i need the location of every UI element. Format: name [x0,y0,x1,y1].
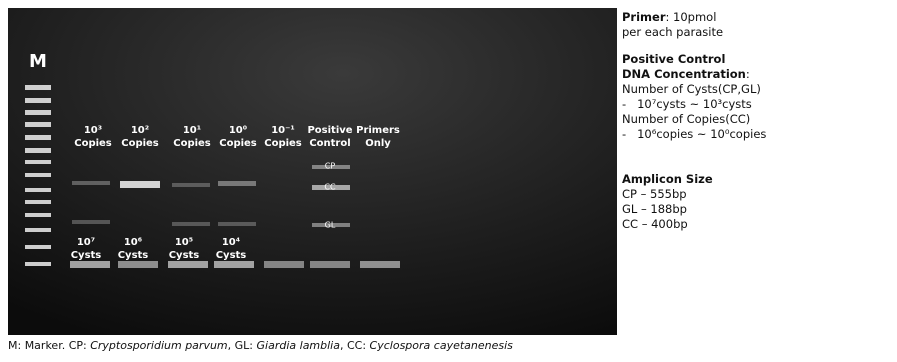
caption-species: Cyclospora cayetanenesis [369,339,513,352]
marker-band [25,188,51,192]
note-text: - 10⁶copies ~ 10⁰copies [622,127,767,141]
band-label: CC [324,183,336,192]
marker-band [25,135,51,140]
note-heading: Primer [622,10,666,24]
cyst-label: Cysts [118,250,149,261]
cyst-label: Cysts [71,250,102,261]
lane-label: Copies [219,138,257,149]
marker-band [25,213,51,217]
marker-label: M [29,51,47,72]
caption-text: , CC: [339,339,370,352]
marker-band [25,110,51,115]
gel-image: M 10³Copies10²Copies10¹Copies10⁰Copies10… [8,8,617,335]
lane-label: Copies [121,138,159,149]
lane-label: Only [365,138,391,149]
cyst-label: 10⁷ [77,237,95,248]
marker-band [25,98,51,103]
cyst-label: 10⁵ [175,237,193,248]
cyst-label: Cysts [169,250,200,261]
caption: M: Marker. CP: Cryptosporidium parvum, G… [8,339,513,352]
marker-band [25,262,51,266]
lane-label: Positive [307,125,352,136]
cyst-label: Cysts [216,250,247,261]
caption-text: M: Marker. CP: [8,339,91,352]
marker-band [25,148,51,153]
marker-band [25,245,51,249]
marker-band [25,122,51,127]
marker-band [25,228,51,232]
note-text: : 10pmol [665,10,717,24]
note-text: GL – 188bp [622,202,687,216]
note-heading: DNA Concentration [622,67,746,81]
lane-label: Control [309,138,350,149]
note-text: Number of Copies(CC) [622,112,751,126]
cyst-label: 10⁴ [222,237,240,248]
lane-label: 10⁰ [229,125,247,136]
marker-band [25,173,51,177]
lane-label: Primers [356,125,400,136]
note-text: - 10⁷cysts ~ 10³cysts [622,97,752,111]
marker-band [25,85,51,90]
lane-label: 10³ [84,125,102,136]
gel [8,8,617,335]
note-heading: Amplicon Size [622,172,713,186]
marker-ladder [25,85,51,266]
bands [70,165,400,268]
marker-band [25,200,51,204]
note-text: CC – 400bp [622,217,688,231]
band-label: CP [325,162,336,171]
band-label: GL [325,221,336,230]
lane-labels: 10³ Copies 10² Copies 10¹ Copies 10⁰ Copies 10⁻¹… [71,125,400,261]
note-text: : [745,67,750,81]
lane-label: Copies [74,138,112,149]
note-text: per each parasite [622,25,724,39]
notes: Primer: 10pmol per each parasite Positiv… [622,10,766,232]
lane-label: 10¹ [183,125,201,136]
lane-label: Copies [264,138,302,149]
lane-label: 10² [131,125,149,136]
note-text: Number of Cysts(CP,GL) [622,82,761,96]
cyst-label: 10⁶ [124,237,142,248]
marker-band [25,160,51,164]
caption-species: Giardia lamblia [256,339,340,352]
note-text: CP – 555bp [622,187,687,201]
note-heading: Positive Control [622,52,726,66]
lane-label: Copies [173,138,211,149]
caption-species: Cryptosporidium parvum [90,339,228,352]
caption-text: , GL: [227,339,257,352]
lane-label: 10⁻¹ [271,125,295,136]
